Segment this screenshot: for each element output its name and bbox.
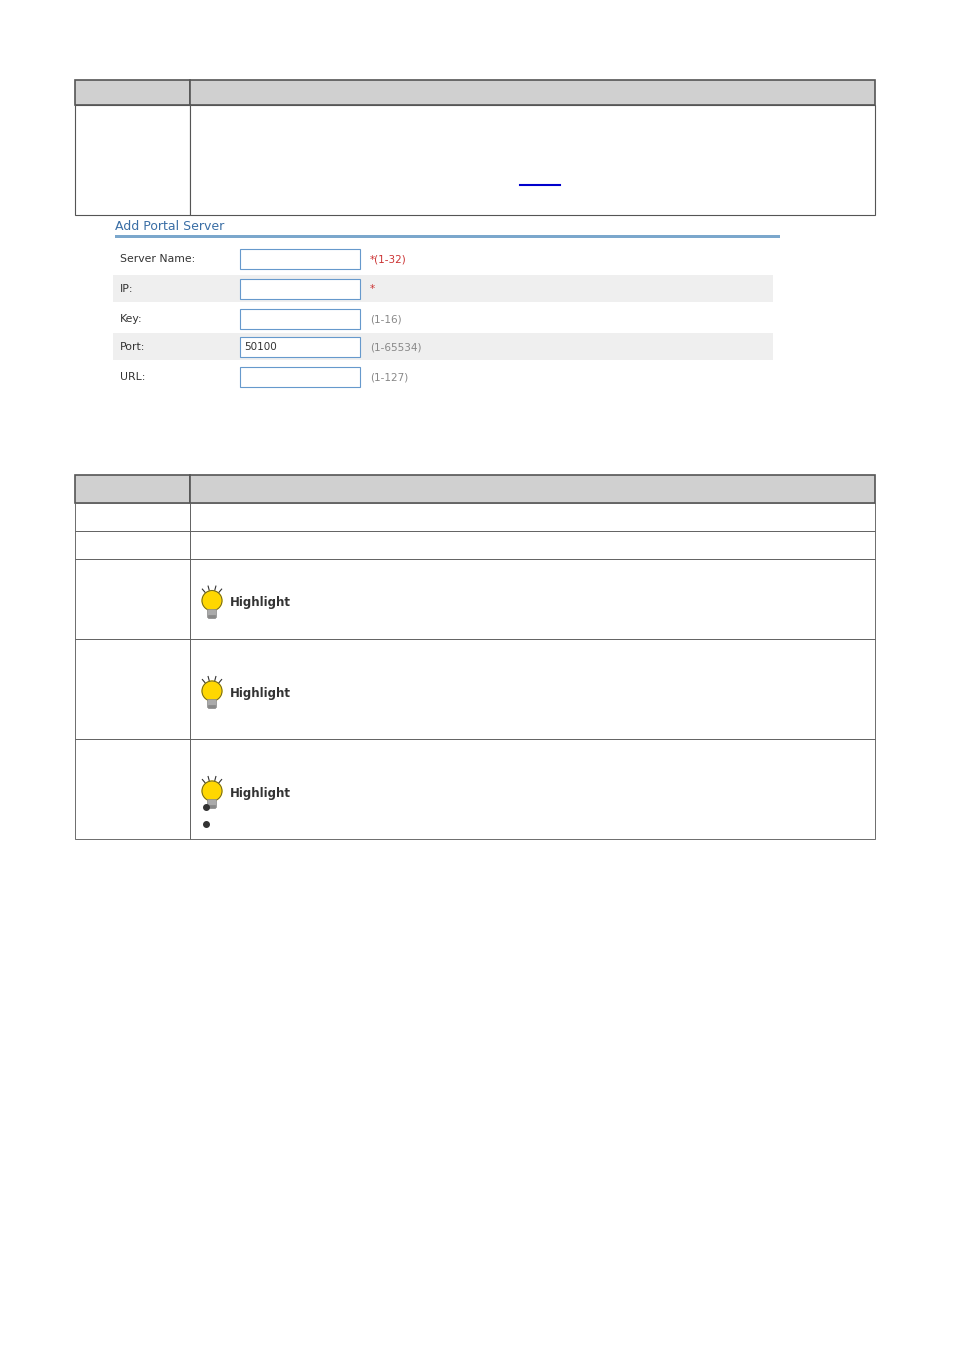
Bar xyxy=(75,531,190,559)
Text: Server Name:: Server Name: xyxy=(120,254,195,265)
Bar xyxy=(209,705,215,707)
Bar xyxy=(209,614,215,617)
Bar xyxy=(190,475,874,504)
Bar xyxy=(208,609,216,617)
Circle shape xyxy=(202,590,222,610)
Bar xyxy=(115,235,780,238)
Text: (1-65534): (1-65534) xyxy=(370,342,421,352)
Bar xyxy=(190,80,874,105)
Text: Highlight: Highlight xyxy=(230,687,291,699)
Bar xyxy=(190,559,874,639)
Bar xyxy=(209,805,215,809)
Text: (1-16): (1-16) xyxy=(370,315,401,324)
Bar xyxy=(240,309,359,329)
Text: 50100: 50100 xyxy=(244,342,276,352)
Text: URL:: URL: xyxy=(120,373,145,382)
Text: Key:: Key: xyxy=(120,315,143,324)
Bar xyxy=(75,475,190,504)
Bar xyxy=(75,639,190,738)
Bar xyxy=(190,504,874,531)
Circle shape xyxy=(202,782,222,801)
Bar xyxy=(240,338,359,356)
Bar xyxy=(208,799,216,807)
Bar xyxy=(240,367,359,387)
Bar xyxy=(240,248,359,269)
Bar xyxy=(75,80,190,105)
Bar xyxy=(75,559,190,639)
Bar xyxy=(112,275,772,302)
Bar xyxy=(75,105,190,215)
Bar xyxy=(190,738,874,838)
Bar xyxy=(75,738,190,838)
Text: Highlight: Highlight xyxy=(230,787,291,799)
Bar xyxy=(112,305,772,332)
Text: Highlight: Highlight xyxy=(230,597,291,609)
Bar xyxy=(208,699,216,707)
Bar xyxy=(190,105,874,215)
Bar xyxy=(75,504,190,531)
Text: IP:: IP: xyxy=(120,284,133,294)
Text: *(1-32): *(1-32) xyxy=(370,254,406,265)
Bar xyxy=(190,531,874,559)
Bar xyxy=(112,333,772,360)
Text: Port:: Port: xyxy=(120,342,145,352)
Bar xyxy=(112,244,772,271)
Bar xyxy=(190,639,874,738)
Text: *: * xyxy=(370,284,375,294)
Text: (1-127): (1-127) xyxy=(370,373,408,382)
Bar xyxy=(112,363,772,390)
Circle shape xyxy=(202,680,222,701)
Text: Add Portal Server: Add Portal Server xyxy=(115,220,224,234)
Bar xyxy=(240,279,359,298)
